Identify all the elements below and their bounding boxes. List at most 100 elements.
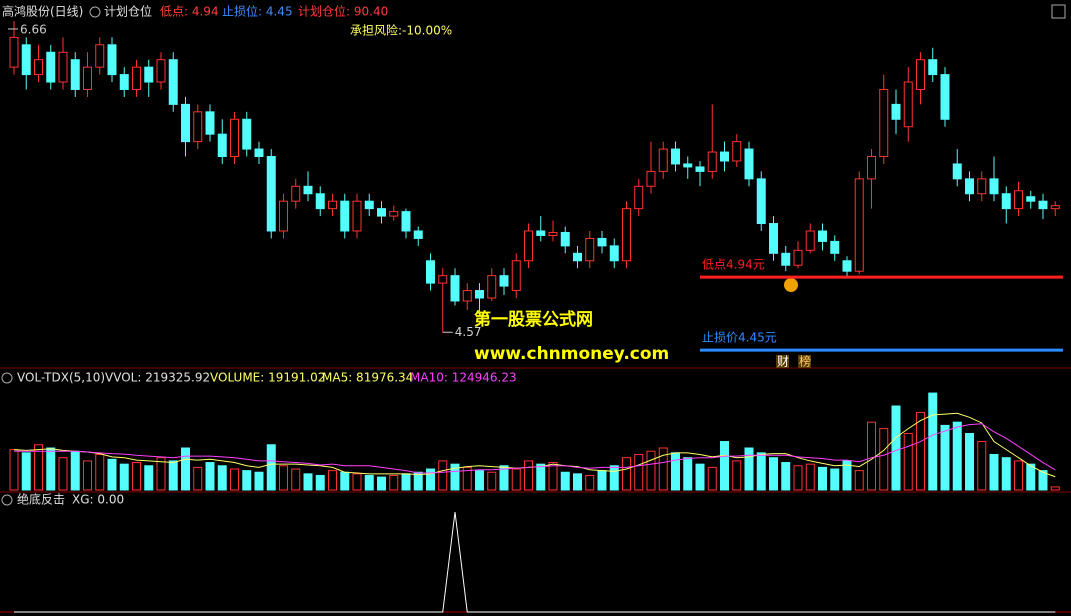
volume-bar — [1014, 460, 1023, 491]
candle-body — [352, 200, 362, 232]
volume-bar — [622, 457, 631, 491]
volume-bar — [989, 453, 999, 491]
candle-body — [511, 260, 521, 292]
volume-bar — [805, 463, 815, 491]
candle-body — [573, 252, 582, 262]
volume-bar — [413, 471, 423, 491]
volume-bar — [499, 465, 509, 491]
candle-body — [426, 260, 435, 284]
candle-body — [1014, 190, 1023, 210]
volume-bar — [181, 447, 190, 491]
high-label: 6.66 — [20, 22, 47, 36]
signal-line — [14, 511, 1056, 613]
candle-body — [83, 66, 92, 90]
volume-bar — [1050, 486, 1060, 491]
badge[interactable]: 榜 — [799, 354, 811, 369]
legend-label: XG: 0.00 — [72, 493, 124, 507]
volume-bar — [205, 462, 215, 491]
volume-bar — [95, 453, 105, 491]
volume-bar — [450, 463, 460, 491]
volume-bar — [377, 476, 386, 491]
menu-icon[interactable] — [1, 372, 13, 384]
volume-bar — [732, 460, 742, 491]
candle-body — [168, 59, 178, 105]
candle-body — [830, 240, 840, 254]
candle-body — [805, 230, 815, 251]
annotation: 低点: 4.94 — [160, 5, 219, 19]
volume-bar — [560, 471, 570, 491]
badge[interactable]: 财 — [777, 355, 789, 369]
candle-body — [315, 193, 325, 210]
legend-label: MA10: 124946.23 — [410, 371, 517, 385]
volume-bar — [364, 474, 374, 491]
volume-bar — [83, 460, 92, 491]
candle-body — [46, 51, 56, 83]
volume-bar — [965, 432, 974, 491]
candle-body — [499, 275, 509, 287]
volume-bar — [769, 457, 778, 491]
volume-bar — [683, 457, 693, 491]
volume-bar — [132, 462, 141, 491]
menu-icon[interactable] — [1, 494, 13, 506]
candle-body — [646, 170, 656, 187]
candle-body — [328, 200, 337, 210]
volume-bar — [217, 465, 227, 491]
candle-body — [744, 148, 754, 180]
candle-body — [266, 156, 276, 232]
candle-body — [634, 185, 644, 210]
candle-body — [205, 111, 215, 135]
menu-icon[interactable] — [89, 6, 101, 18]
volume-bar — [720, 441, 729, 491]
candle-body — [695, 166, 705, 172]
volume-bar — [144, 465, 154, 491]
candle-body — [658, 148, 668, 172]
candle-body — [536, 230, 546, 236]
badge-bg — [798, 355, 811, 368]
level-label: 止损价4.45元 — [702, 331, 777, 345]
watermark: www.chnmoney.com — [474, 344, 669, 364]
indicator-name: VOL-TDX(5,10) — [17, 371, 105, 385]
candle-body — [107, 44, 117, 76]
candle-body — [903, 81, 913, 128]
volume-bar — [107, 458, 117, 491]
volume-bar — [168, 460, 178, 491]
volume-bar — [193, 466, 203, 491]
candle-body — [438, 275, 448, 284]
volume-bar — [952, 421, 962, 491]
volume-bar — [548, 462, 558, 491]
volume-bar — [536, 463, 546, 491]
candle-body — [854, 178, 864, 272]
candle-body — [867, 156, 876, 180]
volume-bar — [156, 457, 166, 491]
volume-bar — [609, 465, 619, 491]
window-button[interactable] — [1051, 4, 1066, 19]
candle-body — [389, 211, 399, 217]
candle-body — [181, 103, 190, 143]
volume-bar — [891, 405, 901, 491]
volume-bar — [438, 460, 448, 491]
badge-bg — [776, 355, 789, 368]
annotation: 计划仓位: 90.40 — [298, 4, 388, 19]
legend-label: VVOL: 219325.92 — [105, 371, 210, 385]
candle-body — [683, 163, 693, 168]
candle-body — [475, 290, 484, 299]
candle-body — [548, 231, 558, 236]
volume-bar — [646, 450, 656, 491]
candle-body — [609, 245, 619, 262]
volume-bar — [867, 421, 876, 491]
volume-bar — [928, 392, 938, 491]
volume-bar — [303, 473, 313, 491]
candle-body — [879, 88, 889, 158]
candle-body — [842, 260, 852, 272]
volume-bar — [573, 473, 582, 491]
volume-bar — [793, 465, 803, 491]
candle-body — [781, 252, 791, 266]
candle-body — [769, 223, 778, 254]
candle-body — [450, 275, 460, 302]
volume-bar — [315, 474, 325, 491]
candle-body — [193, 111, 203, 143]
candle-body — [401, 211, 411, 232]
volume-bar — [34, 444, 43, 491]
volume-bar — [58, 457, 68, 491]
